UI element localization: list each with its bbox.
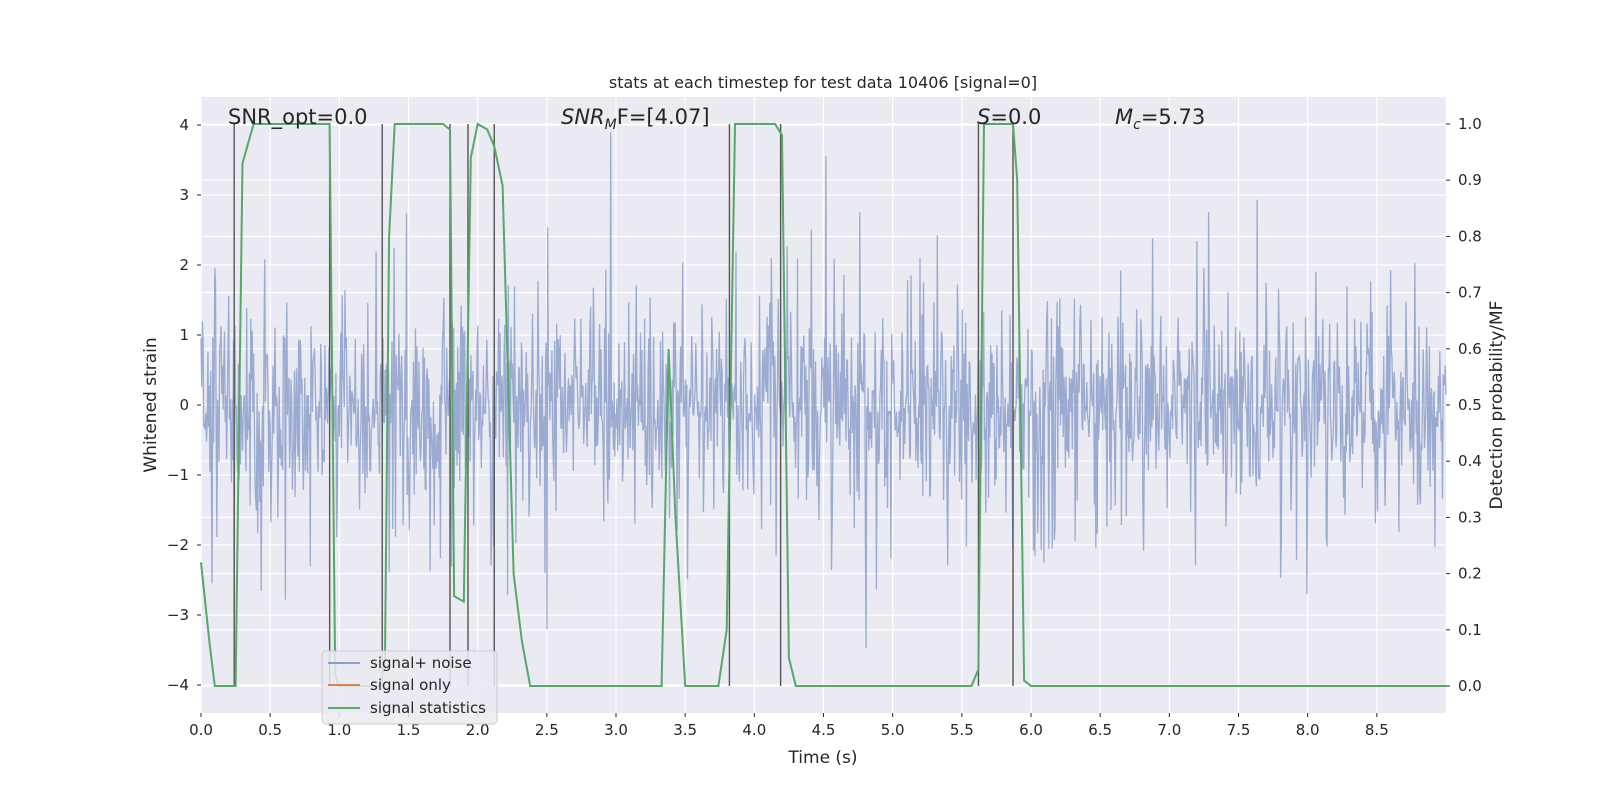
- y-right-tick-label: 0.4: [1458, 452, 1482, 470]
- s-value: =0.0: [990, 105, 1041, 129]
- y-tick-label: 3: [179, 186, 189, 204]
- mc-annotation: Mc=5.73: [1115, 105, 1205, 133]
- y-right-tick-label: 0.1: [1458, 621, 1482, 639]
- chart-title: stats at each timestep for test data 104…: [609, 73, 1037, 92]
- y-tick-label: 2: [179, 256, 189, 274]
- y-tick-label: 0: [179, 396, 189, 414]
- x-tick-label: 4.0: [742, 721, 766, 739]
- x-tick-label: 6.0: [1019, 721, 1043, 739]
- x-tick-label: 5.5: [950, 721, 974, 739]
- y-right-tick-label: 0.7: [1458, 284, 1482, 302]
- x-tick-label: 5.0: [881, 721, 905, 739]
- legend: signal+ noise signal only signal statist…: [321, 650, 498, 725]
- snr-mf-suffix: F=[4.07]: [617, 105, 710, 129]
- s-label: S: [977, 105, 990, 129]
- y-right-tick-label: 0.6: [1458, 340, 1482, 358]
- x-tick-label: 1.5: [397, 721, 421, 739]
- y-right-tick-label: 0.0: [1458, 677, 1482, 695]
- mc-label: M: [1115, 105, 1133, 129]
- legend-box: [321, 650, 498, 725]
- x-tick-label: 2.0: [466, 721, 490, 739]
- x-tick-label: 4.5: [812, 721, 836, 739]
- legend-label-noise: signal+ noise: [370, 654, 472, 672]
- y-right-tick-label: 0.5: [1458, 396, 1482, 414]
- x-tick-label: 2.5: [535, 721, 559, 739]
- x-axis-label: Time (s): [787, 748, 857, 768]
- y-right-tick-label: 1.0: [1458, 115, 1482, 133]
- axis-ticks: 0.0 0.5 1.0 1.5 2.0 2.5 3.0 3.5 4.0 4.5 5.0 5.5 6.0 6…: [167, 115, 1482, 739]
- snr-mf-subscript: M: [605, 117, 617, 133]
- snr-mf-prefix: SNR: [561, 105, 605, 129]
- noise-series: [200, 131, 1447, 649]
- x-tick-label: 6.5: [1088, 721, 1112, 739]
- y-axis-right-label: Detection probability/MF: [1487, 301, 1507, 510]
- x-tick-label: 8.0: [1296, 721, 1320, 739]
- y-tick-label: −3: [167, 606, 189, 624]
- y-tick-label: −4: [167, 676, 189, 694]
- snr-opt-annotation: SNR_opt=0.0: [228, 105, 368, 130]
- x-tick-label: 8.5: [1365, 721, 1389, 739]
- y-right-tick-label: 0.9: [1458, 171, 1482, 189]
- mc-subscript: c: [1133, 117, 1141, 133]
- snr-mf-annotation: SNRMF=[4.07]: [561, 105, 710, 133]
- x-tick-label: 0.0: [189, 721, 213, 739]
- y-axis-label: Whitened strain: [141, 337, 161, 472]
- x-tick-label: 0.5: [258, 721, 282, 739]
- x-tick-label: 3.5: [673, 721, 697, 739]
- y-right-tick-label: 0.2: [1458, 565, 1482, 583]
- s-annotation: S=0.0: [977, 105, 1041, 129]
- x-tick-label: 1.0: [327, 721, 351, 739]
- y-tick-label: 1: [179, 326, 189, 344]
- noise-line: [200, 131, 1447, 649]
- legend-label-statistics: signal statistics: [370, 699, 486, 717]
- y-right-tick-label: 0.3: [1458, 508, 1482, 526]
- legend-label-signal-only: signal only: [370, 676, 451, 694]
- y-tick-label: −1: [167, 466, 189, 484]
- y-right-tick-label: 0.8: [1458, 227, 1482, 245]
- x-tick-label: 3.0: [604, 721, 628, 739]
- y-tick-label: −2: [167, 536, 189, 554]
- mc-value: =5.73: [1141, 105, 1205, 129]
- y-tick-label: 4: [179, 116, 189, 134]
- x-tick-label: 7.0: [1157, 721, 1181, 739]
- x-tick-label: 7.5: [1227, 721, 1251, 739]
